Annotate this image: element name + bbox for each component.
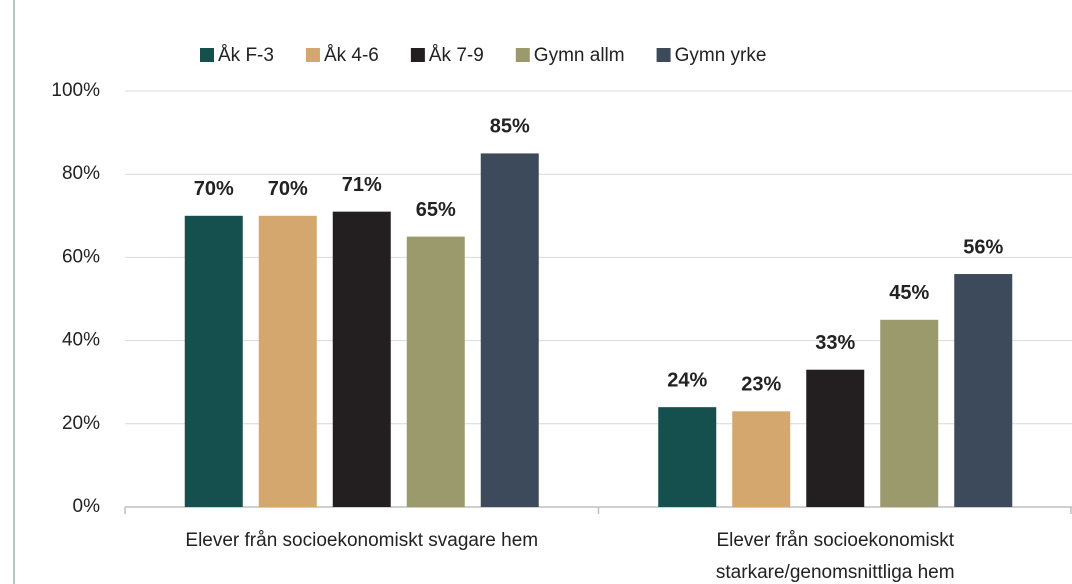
- bar: [332, 211, 391, 507]
- x-tick-label: Elever från socioekonomiskt svagare hem: [185, 530, 539, 551]
- legend-label: Åk 7-9: [429, 45, 484, 66]
- bar: [806, 369, 865, 507]
- bar: [880, 319, 939, 507]
- legend-label: Gymn allm: [534, 45, 625, 66]
- y-tick-label: 60%: [62, 246, 100, 267]
- value-label: 71%: [342, 174, 382, 196]
- bar: [480, 153, 539, 507]
- legend-swatch: [515, 48, 530, 62]
- legend-label: Åk 4-6: [324, 45, 379, 66]
- value-label: 23%: [741, 374, 781, 396]
- y-tick-label: 40%: [62, 330, 100, 351]
- bar: [954, 274, 1013, 507]
- value-label: 45%: [889, 282, 929, 304]
- bar: [658, 407, 717, 507]
- legend-label: Åk F-3: [218, 45, 274, 66]
- bar: [406, 236, 465, 507]
- legend-swatch: [200, 48, 214, 62]
- value-label: 70%: [194, 178, 234, 200]
- value-label: 70%: [268, 178, 308, 200]
- legend-swatch: [656, 48, 671, 62]
- y-tick-label: 0%: [73, 496, 101, 517]
- legend-label: Gymn yrke: [675, 45, 767, 66]
- value-label: 24%: [667, 369, 707, 391]
- value-label: 85%: [490, 116, 530, 138]
- legend-swatch: [305, 48, 320, 62]
- bar: [184, 215, 243, 508]
- y-tick-label: 20%: [62, 413, 100, 434]
- value-label: 65%: [416, 199, 456, 221]
- bar: [732, 411, 791, 507]
- value-label: 56%: [963, 236, 1003, 258]
- bar: [258, 215, 317, 508]
- y-tick-label: 80%: [62, 163, 100, 184]
- legend-swatch: [410, 48, 425, 62]
- x-tick-label: Elever från socioekonomiskt starkare/gen…: [715, 530, 955, 583]
- y-tick-label: 100%: [51, 80, 100, 101]
- value-label: 33%: [815, 332, 855, 354]
